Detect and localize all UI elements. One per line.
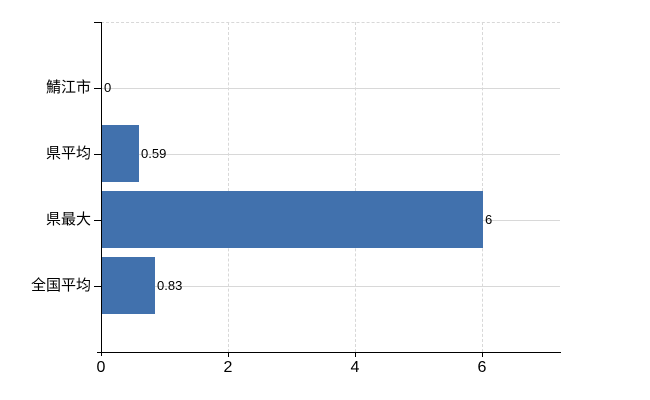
- gridline-vertical: [228, 22, 229, 352]
- bar-value-label: 6: [485, 212, 493, 227]
- bar-value-label: 0.59: [141, 146, 167, 161]
- y-axis-top-cap: [94, 22, 101, 23]
- bar-value-label: 0.83: [157, 278, 183, 293]
- x-tick-label: 2: [223, 359, 233, 376]
- y-axis-tick: [94, 154, 101, 155]
- x-axis-line: [97, 352, 561, 353]
- x-axis-tick: [228, 352, 229, 357]
- bar: [102, 191, 483, 248]
- x-axis-tick: [482, 352, 483, 357]
- category-label: 全国平均: [30, 277, 91, 294]
- row-gridline: [101, 154, 560, 155]
- category-label: 県最大: [45, 211, 91, 228]
- gridline-vertical: [482, 22, 483, 352]
- gridline-vertical: [355, 22, 356, 352]
- bar: [102, 257, 155, 314]
- x-tick-label: 4: [350, 359, 360, 376]
- bar: [102, 125, 139, 182]
- y-axis-tick: [94, 286, 101, 287]
- y-axis-line: [101, 22, 102, 356]
- category-label: 県平均: [45, 145, 91, 162]
- bar-value-label: 0: [104, 80, 112, 95]
- y-axis-tick: [94, 88, 101, 89]
- x-tick-label: 0: [96, 359, 106, 376]
- x-axis-tick: [355, 352, 356, 357]
- top-gridline: [101, 22, 560, 23]
- category-label: 鯖江市: [45, 79, 91, 96]
- y-axis-tick: [94, 220, 101, 221]
- x-tick-label: 6: [477, 359, 487, 376]
- row-gridline: [101, 88, 560, 89]
- row-gridline: [101, 286, 560, 287]
